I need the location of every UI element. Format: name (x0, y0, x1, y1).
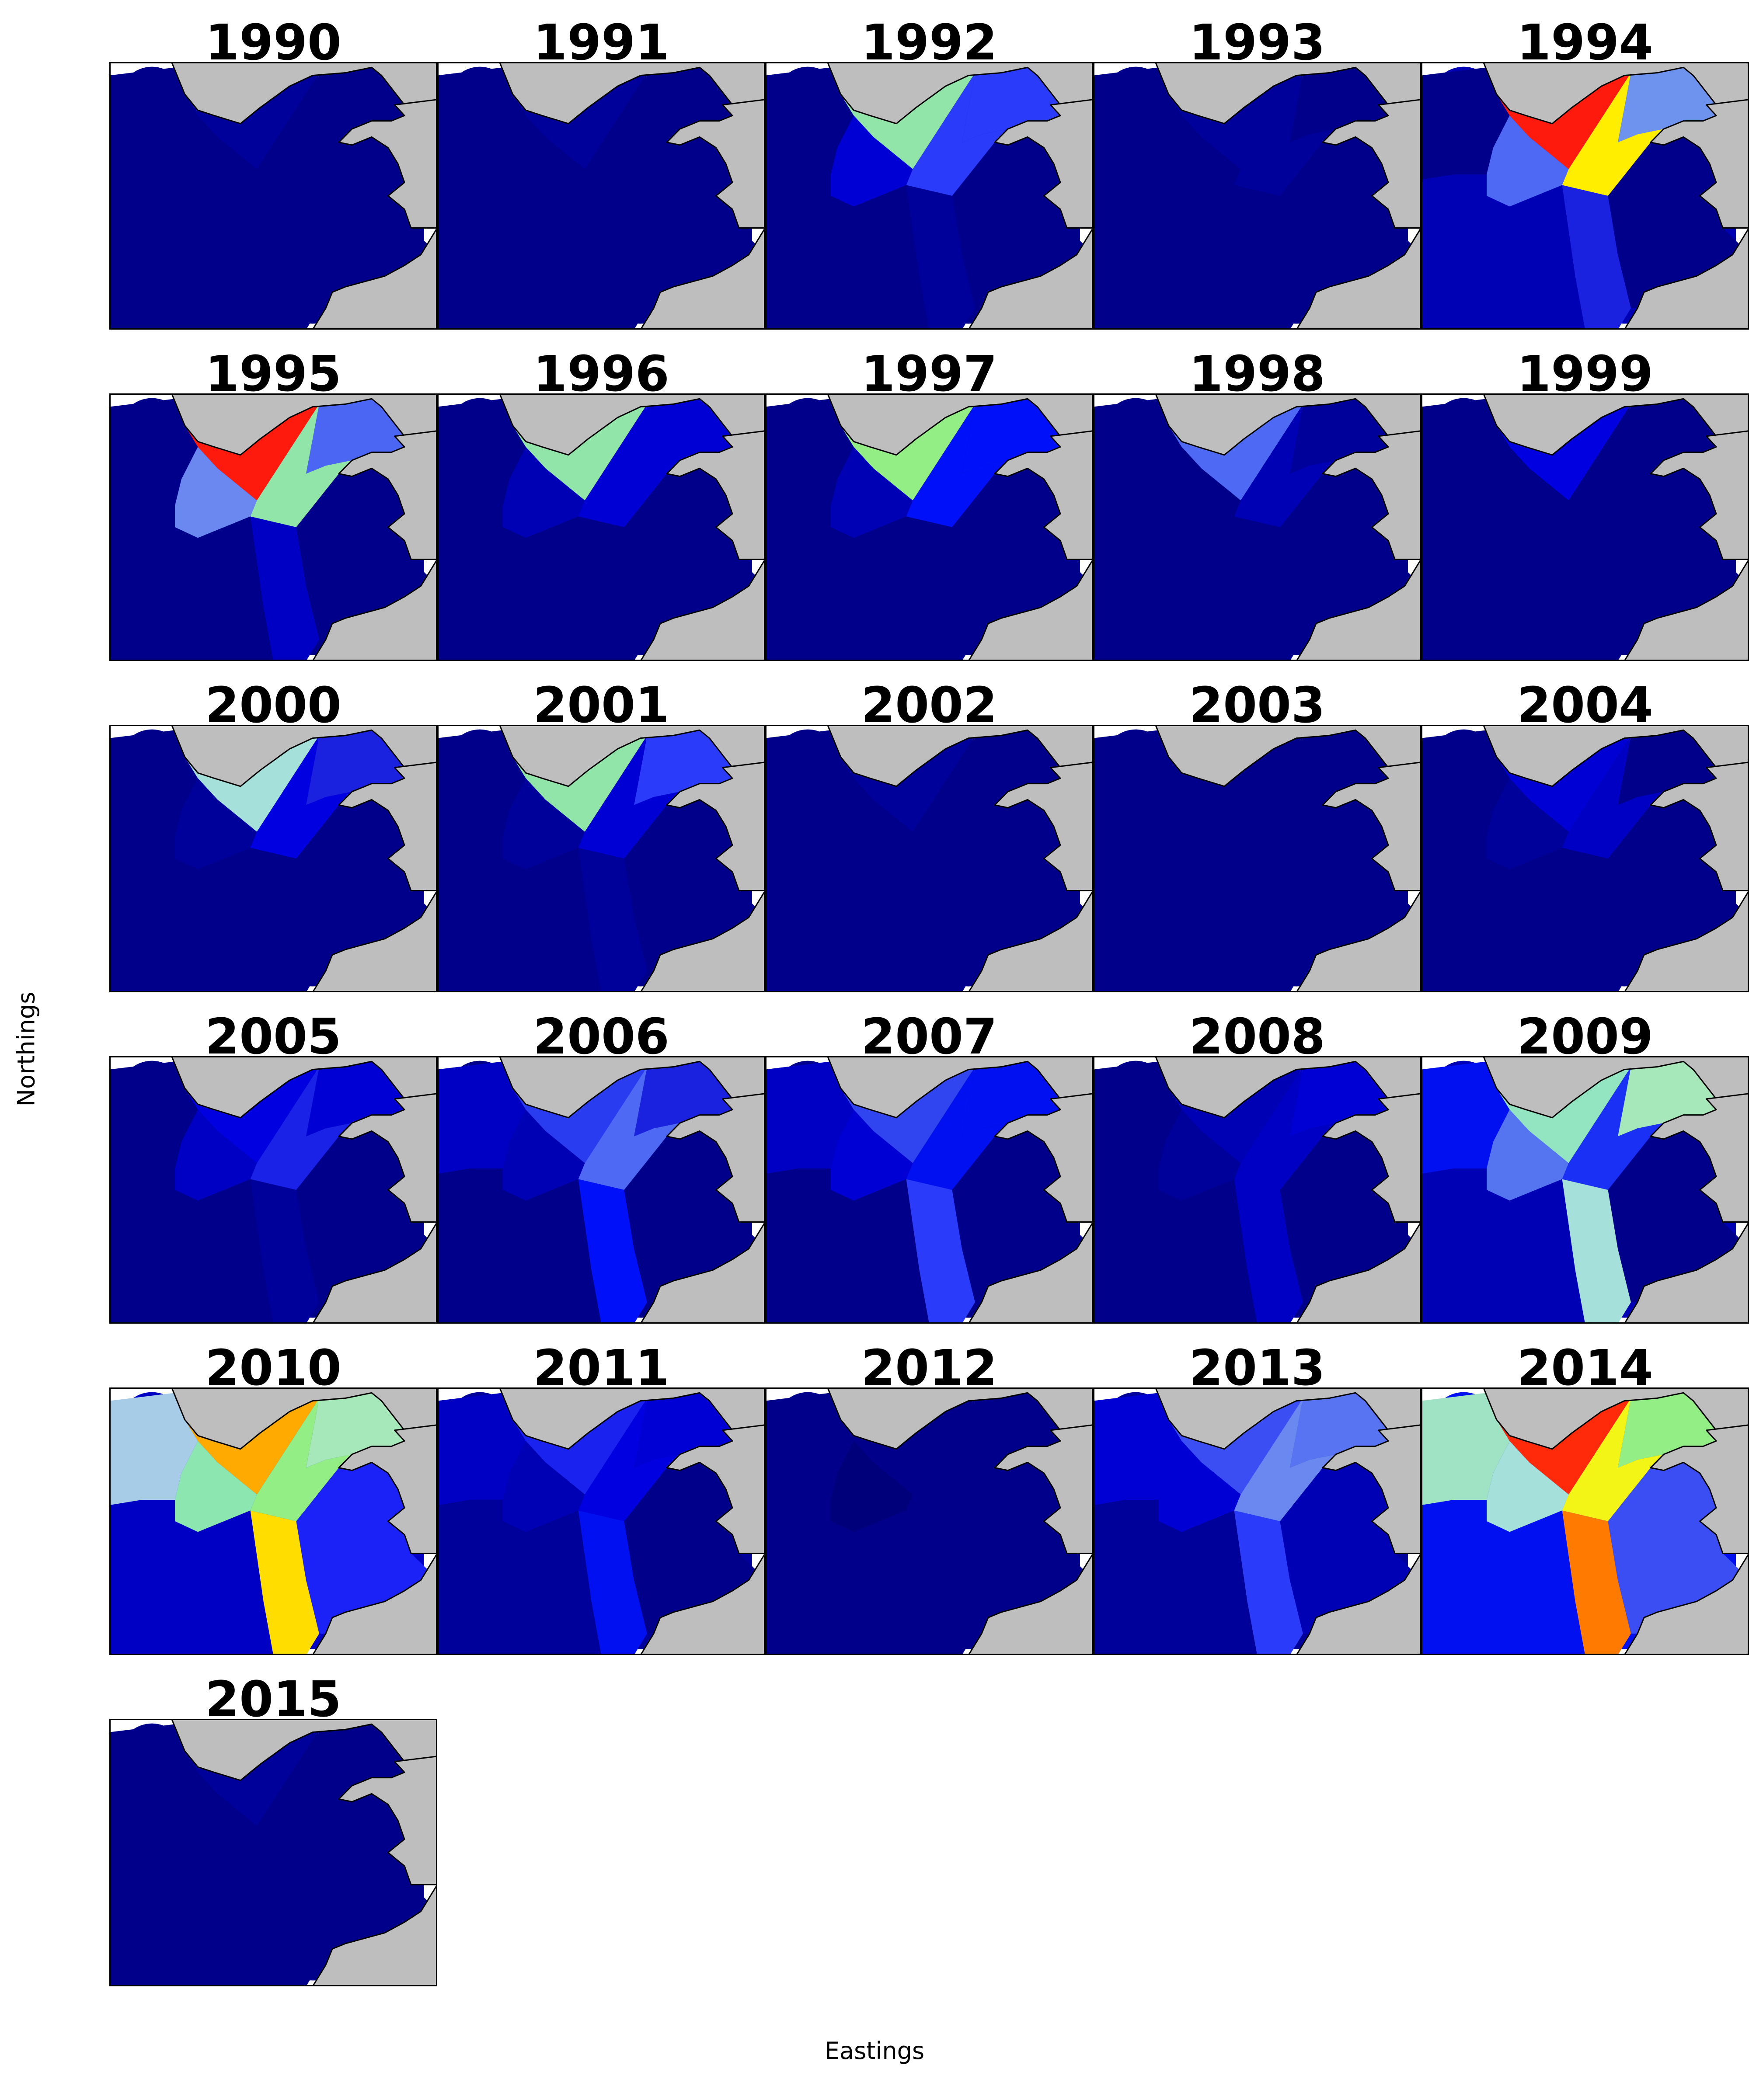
map-panel-2014 (1408, 1387, 1749, 1669)
map-panel-1992 (752, 62, 1093, 344)
map-panel-1990 (96, 62, 437, 344)
panel-title-1998: 1998 (1093, 350, 1421, 399)
map-panel-2009 (1408, 1056, 1749, 1338)
panel-title-2012: 2012 (765, 1344, 1093, 1393)
panel-title-2014: 2014 (1421, 1344, 1749, 1393)
map-panel-2001 (424, 725, 765, 1006)
panel-title-1994: 1994 (1421, 18, 1749, 67)
panel-title-1999: 1999 (1421, 350, 1749, 399)
map-panel-2012 (752, 1387, 1093, 1669)
panel-title-1997: 1997 (765, 350, 1093, 399)
panel-title-1991: 1991 (437, 18, 765, 67)
map-panel-2003 (1080, 725, 1421, 1006)
panel-title-2007: 2007 (765, 1012, 1093, 1061)
map-panel-2002 (752, 725, 1093, 1006)
map-panel-2013 (1080, 1387, 1421, 1669)
map-panel-2015 (96, 1719, 437, 2000)
map-panel-1993 (1080, 62, 1421, 344)
map-panel-2010 (96, 1387, 437, 1669)
map-panel-2004 (1408, 725, 1749, 1006)
map-panel-1999 (1408, 393, 1749, 675)
map-panel-1996 (424, 393, 765, 675)
map-panel-2007 (752, 1056, 1093, 1338)
panel-title-2011: 2011 (437, 1344, 765, 1393)
map-panel-2011 (424, 1387, 765, 1669)
panel-title-2004: 2004 (1421, 681, 1749, 730)
panel-title-1990: 1990 (109, 18, 437, 67)
x-axis-label: Eastings (0, 2037, 1749, 2065)
panel-title-1993: 1993 (1093, 18, 1421, 67)
panel-title-2010: 2010 (109, 1344, 437, 1393)
map-panel-1991 (424, 62, 765, 344)
map-panel-1998 (1080, 393, 1421, 675)
panel-title-2005: 2005 (109, 1012, 437, 1061)
panel-title-2006: 2006 (437, 1012, 765, 1061)
panel-title-2003: 2003 (1093, 681, 1421, 730)
panel-title-2001: 2001 (437, 681, 765, 730)
panel-title-2015: 2015 (109, 1675, 437, 1724)
panel-title-1996: 1996 (437, 350, 765, 399)
map-panel-2008 (1080, 1056, 1421, 1338)
panel-title-2002: 2002 (765, 681, 1093, 730)
map-panel-2005 (96, 1056, 437, 1338)
panel-title-2013: 2013 (1093, 1344, 1421, 1393)
panel-title-2008: 2008 (1093, 1012, 1421, 1061)
panel-title-1992: 1992 (765, 18, 1093, 67)
map-panel-1997 (752, 393, 1093, 675)
map-panel-2006 (424, 1056, 765, 1338)
map-panel-1995 (96, 393, 437, 675)
map-panel-2000 (96, 725, 437, 1006)
panel-title-1995: 1995 (109, 350, 437, 399)
panel-title-2000: 2000 (109, 681, 437, 730)
map-panel-1994 (1408, 62, 1749, 344)
panel-title-2009: 2009 (1421, 1012, 1749, 1061)
y-axis-label: Northings (13, 992, 40, 1107)
